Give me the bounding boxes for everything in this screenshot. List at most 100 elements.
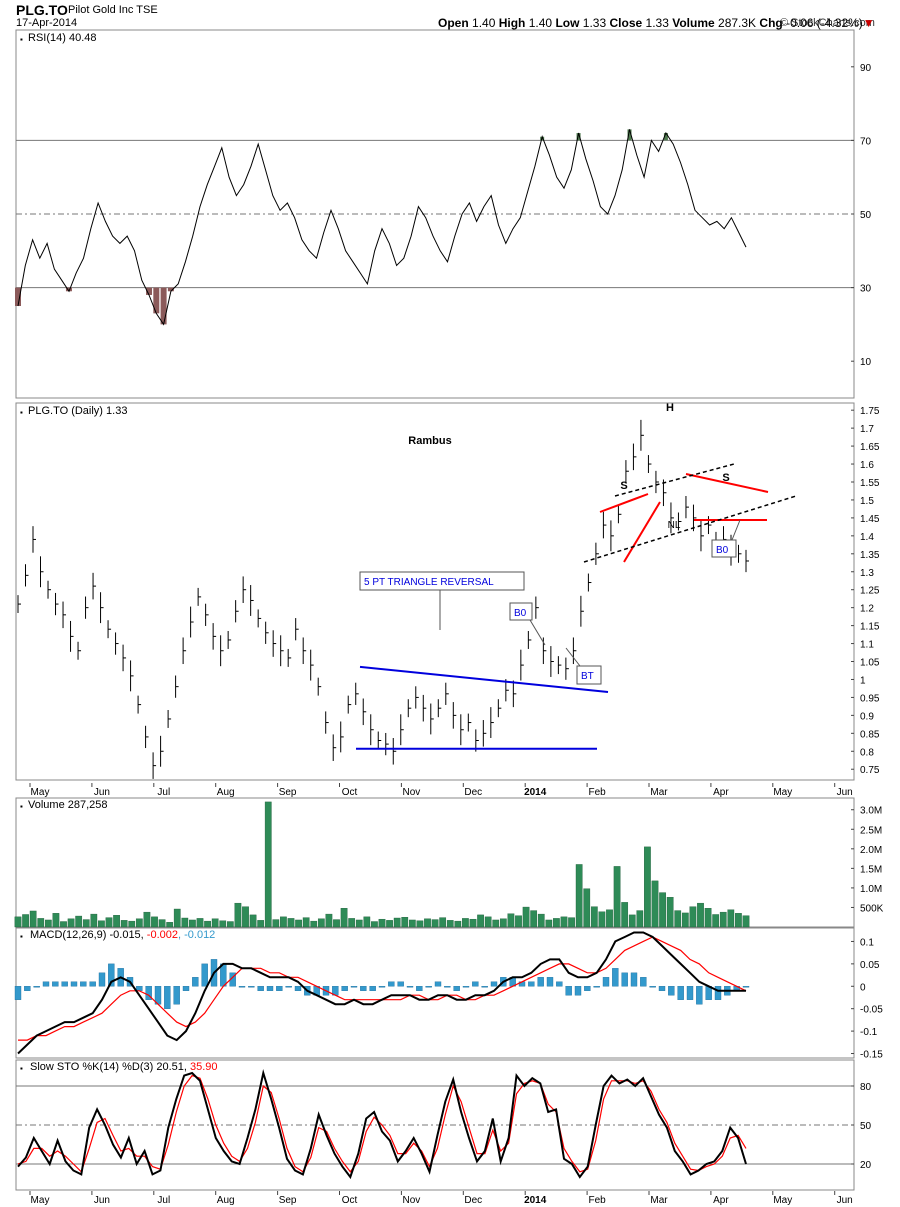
y-tick-label: 70 [860, 136, 872, 147]
y-tick-label: -0.1 [860, 1027, 878, 1038]
price-legend-marker: ▪ [20, 408, 23, 417]
macd-histogram-bar [24, 986, 31, 991]
volume-bar [492, 919, 500, 928]
right-shoulder-line [685, 473, 769, 493]
volume-bar [628, 914, 636, 928]
chg-label: Chg [759, 16, 783, 30]
volume-bar [431, 919, 439, 928]
volume-bar [242, 906, 249, 928]
panel-frame-4 [15, 1059, 855, 1191]
y-tick-label: 0.9 [860, 711, 874, 722]
y-tick-label: 1 [860, 675, 866, 686]
volume-bar [568, 917, 575, 928]
y-tick-label: 50 [860, 1121, 872, 1132]
macd-histogram-bar [630, 972, 638, 987]
macd-legend-marker: ▪ [20, 932, 23, 941]
macd-histogram-bar [696, 986, 703, 1005]
volume-bar [735, 913, 742, 928]
open-value: 1.40 [472, 16, 496, 30]
y-tick-label: 10 [860, 357, 872, 368]
volume-bar [598, 911, 606, 928]
volume-bar [401, 917, 409, 928]
x-tick-label: Aug [217, 787, 235, 798]
volume-bar [378, 918, 386, 928]
low-label: Low [555, 16, 580, 30]
y-tick-label: 50 [860, 210, 872, 221]
volume-bar [704, 908, 712, 928]
macd-histogram-bar [201, 963, 208, 987]
x-tick-label: Sep [279, 1195, 297, 1206]
volume-bar [52, 913, 60, 928]
volume-bar [151, 916, 158, 928]
volume-bar [727, 909, 735, 928]
volume-bar [272, 919, 280, 928]
y-tick-label: 0 [860, 982, 866, 993]
volume-bar [128, 920, 136, 928]
backtest-label-box [576, 665, 602, 685]
macd-histogram-bar [677, 986, 684, 1000]
volume-bar [249, 914, 257, 928]
macd-histogram-bar [593, 986, 600, 988]
sto-d-value: 35.90 [190, 1061, 218, 1073]
x-tick-label: May [31, 1195, 50, 1206]
macd-histogram-bar [714, 986, 722, 1000]
macd-histogram-bar [640, 977, 647, 987]
macd-histogram-bar [42, 981, 50, 987]
macd-histogram-value: , -0.012 [178, 929, 215, 941]
copyright: © StockCharts.com [780, 17, 875, 29]
sto-d-line [17, 1074, 747, 1173]
volume-bar [355, 919, 363, 928]
macd-histogram-bar [537, 977, 544, 987]
y-tick-label: 2.5M [860, 825, 882, 836]
volume-bar [295, 919, 302, 928]
volume-bar [60, 921, 67, 928]
macd-histogram-bar [248, 986, 255, 988]
x-tick-label: Dec [464, 1195, 482, 1206]
volume-bar [120, 920, 128, 928]
panel-frame-0 [15, 29, 855, 399]
volume-bar [446, 920, 454, 928]
symbol-label: PLG.TO [16, 2, 68, 18]
triangle-upper-trendline [359, 665, 609, 694]
volume-bar [166, 922, 174, 928]
macd-histogram-bar [182, 986, 190, 991]
company-label: Pilot Gold Inc TSE [68, 4, 158, 16]
x-tick-label: Aug [217, 1195, 235, 1206]
volume-bar [659, 892, 666, 928]
y-tick-label: 1.25 [860, 586, 880, 597]
chg-value: -0.06 (-4.32%) [786, 16, 863, 30]
y-tick-label: -0.05 [860, 1005, 883, 1016]
volume-bar [553, 918, 560, 928]
volume-bar [371, 921, 378, 928]
breakout2-label-box [711, 539, 737, 558]
y-tick-label: 90 [860, 63, 872, 74]
volume-bar [583, 888, 591, 928]
volume-bar [712, 914, 720, 928]
breakout2-label: B0 [716, 545, 729, 556]
rsi-title: RSI(14) 40.48 [28, 32, 96, 44]
volume-bar [424, 918, 431, 928]
macd-histogram-bar [192, 977, 199, 987]
volume-bar [742, 915, 750, 928]
sto-k-line [17, 1069, 747, 1180]
breakout2-label-pointer [731, 519, 741, 541]
macd-histogram-bar [649, 986, 656, 988]
volume-bar [105, 917, 113, 928]
x-tick-label: Jun [94, 1195, 110, 1206]
macd-histogram-bar [238, 986, 246, 988]
company-name: Pilot Gold Inc [68, 4, 134, 16]
backtest-label: BT [581, 671, 594, 682]
volume-bar [477, 914, 484, 928]
x-tick-label: Mar [650, 787, 668, 798]
symbol-text: PLG.TO [16, 2, 68, 18]
macd-histogram-bar [546, 977, 554, 987]
y-tick-label: 1.35 [860, 550, 880, 561]
volume-bar [211, 918, 219, 928]
macd-histogram-bar [444, 986, 451, 988]
macd-histogram-bar [612, 968, 619, 987]
left-shoulder-line [599, 493, 649, 513]
volume-bar [90, 913, 98, 928]
macd-histogram-bar [481, 986, 488, 988]
macd-histogram-bar [341, 986, 348, 991]
volume-bar [317, 918, 325, 928]
